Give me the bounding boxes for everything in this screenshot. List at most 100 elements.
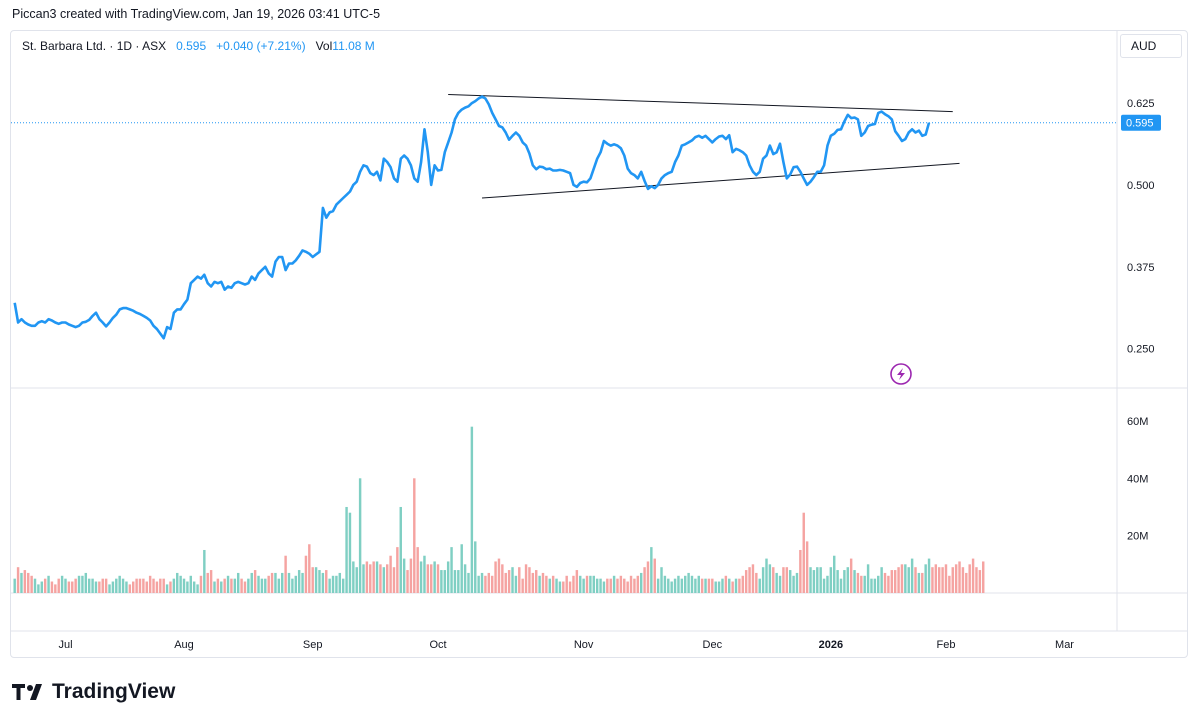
currency-button[interactable]: AUD [1120, 34, 1182, 58]
volume-bar [125, 581, 128, 593]
price-tick-label: 0.250 [1127, 344, 1155, 356]
volume-bar [833, 555, 836, 593]
volume-bar [355, 567, 358, 593]
volume-bar [91, 578, 94, 593]
volume-bar [328, 578, 331, 593]
volume-bar [341, 578, 345, 593]
volume-bar [54, 584, 57, 593]
exchange-label: ASX [142, 39, 167, 53]
volume-bar [135, 578, 138, 593]
volume-bar [734, 578, 738, 593]
volume-bar [518, 567, 521, 593]
volume-bar [196, 584, 199, 593]
trendline-upper[interactable] [448, 94, 953, 113]
volume-bar [534, 570, 538, 593]
volume-bar [419, 561, 423, 593]
volume-bar [480, 572, 484, 593]
volume-bar [47, 575, 50, 593]
volume-bar [453, 570, 457, 593]
volume-bar [301, 572, 304, 593]
volume-bar [27, 572, 30, 593]
volume-bar [511, 567, 514, 593]
volume-bar [528, 567, 531, 593]
price-change-value: +0.040 (+7.21%) [216, 39, 306, 53]
volume-bar [345, 506, 348, 593]
volume-bar [667, 578, 670, 593]
volume-bar [159, 578, 162, 593]
volume-bar [247, 578, 250, 593]
volume-bar [243, 581, 247, 593]
volume-bar [74, 578, 77, 593]
trendline-lower[interactable] [481, 162, 960, 199]
volume-bar [321, 572, 325, 593]
volume-bar [413, 478, 416, 593]
volume-bar [257, 575, 260, 593]
volume-bar [230, 578, 233, 593]
volume-bar [409, 558, 413, 593]
volume-bar [731, 581, 734, 593]
volume-bar [402, 558, 406, 593]
volume-bar [348, 512, 352, 593]
volume-bar [213, 581, 216, 593]
volume-bar [629, 575, 633, 593]
volume-bar [609, 578, 612, 593]
volume-bar [585, 575, 589, 593]
price-tick-label: 0.500 [1127, 180, 1155, 192]
lightning-bolt-icon [897, 368, 905, 380]
volume-bar [199, 575, 203, 593]
volume-bar [890, 570, 894, 593]
volume-bar [839, 578, 843, 593]
volume-tick-label: 20M [1127, 531, 1148, 543]
volume-bar [748, 567, 751, 593]
volume-bar [568, 581, 572, 593]
volume-bar [20, 572, 23, 593]
symbol-name[interactable]: St. Barbara Ltd. [22, 39, 107, 53]
volume-tick-label: 60M [1127, 416, 1148, 428]
volume-bar [433, 561, 436, 593]
chart-canvas[interactable]: 0.625 0.500 0.375 0.250 60M 40M 20M Jul Aug Sep Oc… [11, 31, 1188, 658]
volume-bar [142, 578, 145, 593]
volume-bar [375, 561, 379, 593]
volume-bar [169, 581, 172, 593]
volume-bar [524, 564, 528, 593]
interval-label[interactable]: 1D [116, 39, 133, 53]
volume-bar [870, 578, 873, 593]
volume-bar [281, 572, 284, 593]
volume-bar [138, 578, 142, 593]
volume-bar [836, 570, 839, 593]
volume-bar [311, 567, 314, 593]
volume-bar [50, 581, 54, 593]
volume-bar [396, 547, 399, 593]
chart-frame[interactable]: 0.625 0.500 0.375 0.250 60M 40M 20M Jul Aug Sep Oc… [10, 30, 1188, 658]
volume-bar [697, 575, 700, 593]
volume-bar [463, 564, 467, 593]
volume-bar [558, 581, 562, 593]
symbol-legend[interactable]: St. Barbara Ltd. · 1D · ASX 0.595 +0.040… [22, 39, 375, 53]
volume-bar [436, 564, 440, 593]
volume-bar [572, 575, 575, 593]
volume-bar [589, 575, 592, 593]
volume-bar [318, 570, 321, 593]
time-tick-label: Nov [574, 639, 594, 651]
volume-bar [921, 572, 924, 593]
volume-bar [887, 575, 890, 593]
volume-bar [849, 558, 853, 593]
volume-bar [240, 578, 243, 593]
price-line[interactable] [13, 95, 931, 340]
volume-bar [975, 567, 978, 593]
volume-bar [982, 561, 985, 593]
volume-bar [704, 578, 707, 593]
volume-bar [206, 572, 209, 593]
volume-bar [551, 575, 555, 593]
volume-bar [260, 578, 264, 593]
volume-bar [497, 558, 501, 593]
volume-bar [104, 578, 108, 593]
volume-bar [67, 581, 71, 593]
volume-bar [904, 564, 907, 593]
volume-bar [927, 558, 931, 593]
volume-value: 11.08 M [332, 39, 375, 53]
volume-bar [416, 547, 419, 593]
tradingview-logo[interactable]: TradingView [12, 680, 175, 704]
volume-bar [595, 578, 599, 593]
volume-bar [900, 564, 904, 593]
